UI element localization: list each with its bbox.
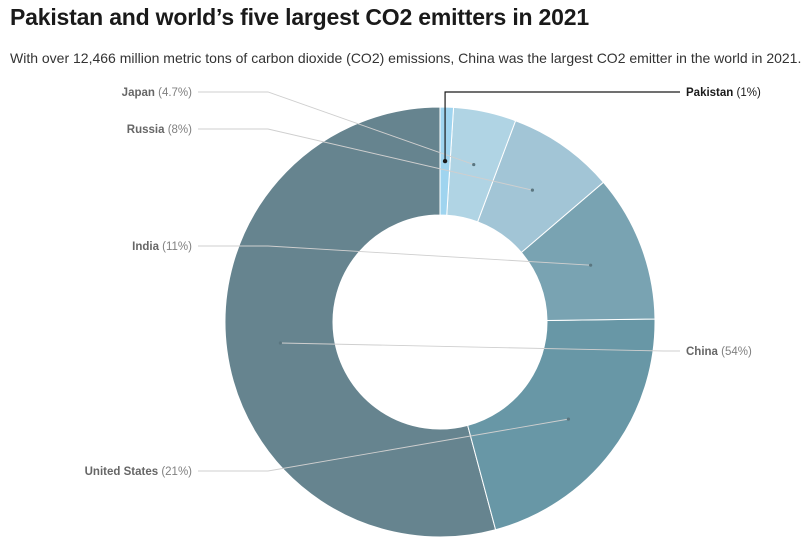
- label-name-india: India: [132, 241, 159, 253]
- label-china: China (54%): [686, 346, 752, 358]
- label-pakistan: Pakistan (1%): [686, 87, 761, 99]
- label-percent-china: (54%): [718, 346, 752, 358]
- label-name-russia: Russia: [127, 124, 165, 136]
- chart-title: Pakistan and world’s five largest CO2 em…: [10, 4, 589, 30]
- label-percent-united-states: (21%): [158, 466, 192, 478]
- label-india: India (11%): [132, 241, 192, 253]
- label-russia: Russia (8%): [127, 124, 192, 136]
- label-percent-japan: (4.7%): [155, 87, 192, 99]
- leader-line-japan: [198, 91, 474, 165]
- leader-dot-china: [278, 341, 282, 345]
- leader-line-india: [198, 245, 591, 266]
- label-name-japan: Japan: [122, 87, 155, 99]
- leader-line-pakistan: [444, 91, 680, 162]
- leader-dot-pakistan: [442, 158, 448, 164]
- leader-line-russia: [198, 128, 533, 191]
- label-percent-india: (11%): [159, 241, 192, 253]
- leader-dot-united-states: [566, 417, 571, 421]
- label-name-united-states: United States: [85, 466, 159, 478]
- label-name-pakistan: Pakistan: [686, 87, 733, 99]
- leader-line-united-states: [198, 418, 569, 472]
- label-percent-russia: (8%): [165, 124, 193, 136]
- label-japan: Japan (4.7%): [122, 87, 192, 99]
- label-percent-pakistan: (1%): [733, 87, 761, 99]
- leader-dot-japan: [472, 162, 476, 167]
- label-united-states: United States (21%): [85, 466, 193, 478]
- leader-dot-india: [589, 263, 593, 267]
- label-name-china: China: [686, 346, 719, 358]
- chart-subtitle: With over 12,466 million metric tons of …: [10, 50, 802, 66]
- slice-china[interactable]: [224, 106, 497, 538]
- leader-line-china: [280, 342, 680, 352]
- slice-united-states[interactable]: [467, 318, 656, 531]
- leader-dot-russia: [530, 188, 535, 192]
